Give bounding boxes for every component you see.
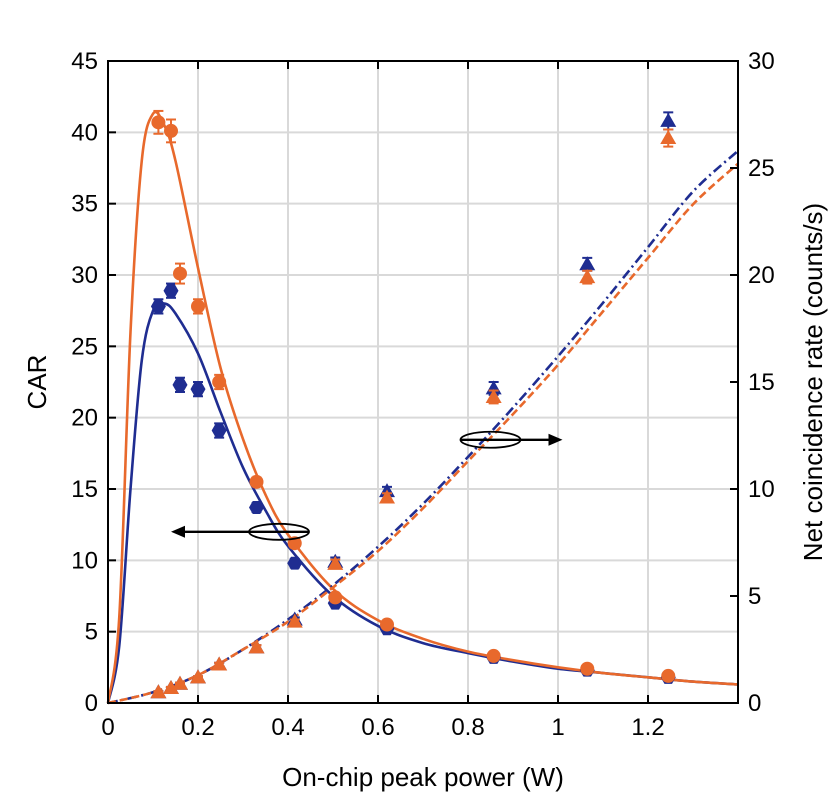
data-point-circle <box>164 123 178 138</box>
data-point-hexagon <box>287 556 303 570</box>
y2-tick-label: 0 <box>748 690 761 717</box>
data-point-triangle <box>660 112 677 127</box>
y2-tick-label: 20 <box>748 262 775 289</box>
fit-line-coincidence-rate-blue-fit- <box>107 149 739 705</box>
x-tick-label: 0.6 <box>361 714 394 741</box>
data-point-triangle <box>660 130 677 145</box>
y-tick-label: 25 <box>71 333 98 360</box>
x-tick-label: 0.4 <box>271 714 304 741</box>
data-point-triangle <box>172 675 188 690</box>
data-point-hexagon <box>172 378 188 392</box>
data-point-hexagon <box>150 299 166 313</box>
x-axis-label: On-chip peak power (W) <box>282 762 564 792</box>
y2-tick-label: 5 <box>748 583 761 610</box>
left-axis-indicator <box>171 522 310 541</box>
y2-axis-label: Net coincidence rate (counts/s) <box>798 203 828 561</box>
data-point-triangle <box>150 684 167 699</box>
data-point-circle <box>173 266 187 281</box>
data-point-triangle <box>248 639 265 654</box>
y-tick-label: 10 <box>71 547 98 574</box>
data-point-circle <box>151 115 166 130</box>
data-markers <box>150 109 677 699</box>
y2-tick-label: 10 <box>748 476 775 503</box>
data-point-circle <box>191 299 205 314</box>
right-axis-indicator <box>459 430 563 449</box>
y-tick-label: 30 <box>71 262 98 289</box>
data-point-circle <box>486 648 501 663</box>
y2-tick-label: 25 <box>748 155 775 182</box>
y-tick-label: 5 <box>85 619 98 646</box>
arrow-left-icon <box>171 525 185 538</box>
y-tick-label: 0 <box>85 690 98 717</box>
data-point-triangle <box>163 680 179 695</box>
annotations <box>171 430 563 541</box>
data-point-circle <box>212 375 227 389</box>
arrow-right-icon <box>548 433 563 446</box>
data-point-circle <box>580 661 595 676</box>
data-point-triangle <box>190 669 206 684</box>
data-point-triangle <box>579 256 596 271</box>
y-tick-label: 45 <box>71 48 98 75</box>
x-tick-label: 0.8 <box>451 714 484 741</box>
x-tick-label: 1.2 <box>631 714 664 741</box>
data-point-triangle <box>485 388 502 403</box>
data-point-triangle <box>579 269 596 284</box>
data-point-circle <box>380 617 394 632</box>
x-tick-label: 1 <box>551 714 564 741</box>
data-point-triangle <box>379 489 395 504</box>
ticks: 0 0.2 0.4 0.6 0.8 1 1.2 0 5 10 15 20 25 30 35 40 45 0 5 10 1… <box>71 48 774 741</box>
data-point-hexagon <box>190 382 206 396</box>
data-point-hexagon <box>163 284 179 298</box>
fit-line-car-blue-fit- <box>106 301 739 704</box>
data-point-circle <box>661 668 676 683</box>
data-point-triangle <box>211 656 228 671</box>
fit-curves <box>106 110 739 705</box>
data-point-triangle <box>286 613 303 628</box>
x-tick-label: 0.2 <box>181 714 214 741</box>
grid <box>108 61 738 703</box>
fit-line-coincidence-rate-orange-fit- <box>107 162 739 705</box>
y-tick-label: 20 <box>71 405 98 432</box>
data-point-hexagon <box>211 424 227 437</box>
x-tick-label: 0 <box>101 714 114 741</box>
y2-tick-label: 30 <box>748 48 775 75</box>
data-point-circle <box>249 474 264 489</box>
y-axis-label: CAR <box>22 355 52 410</box>
y-tick-label: 35 <box>71 191 98 218</box>
y-tick-label: 40 <box>71 119 98 146</box>
fit-line-car-orange-fit- <box>106 110 739 704</box>
y2-tick-label: 15 <box>748 369 775 396</box>
data-point-circle <box>328 590 343 605</box>
y-tick-label: 15 <box>71 476 98 503</box>
data-point-hexagon <box>249 501 264 515</box>
data-point-triangle <box>327 555 344 570</box>
